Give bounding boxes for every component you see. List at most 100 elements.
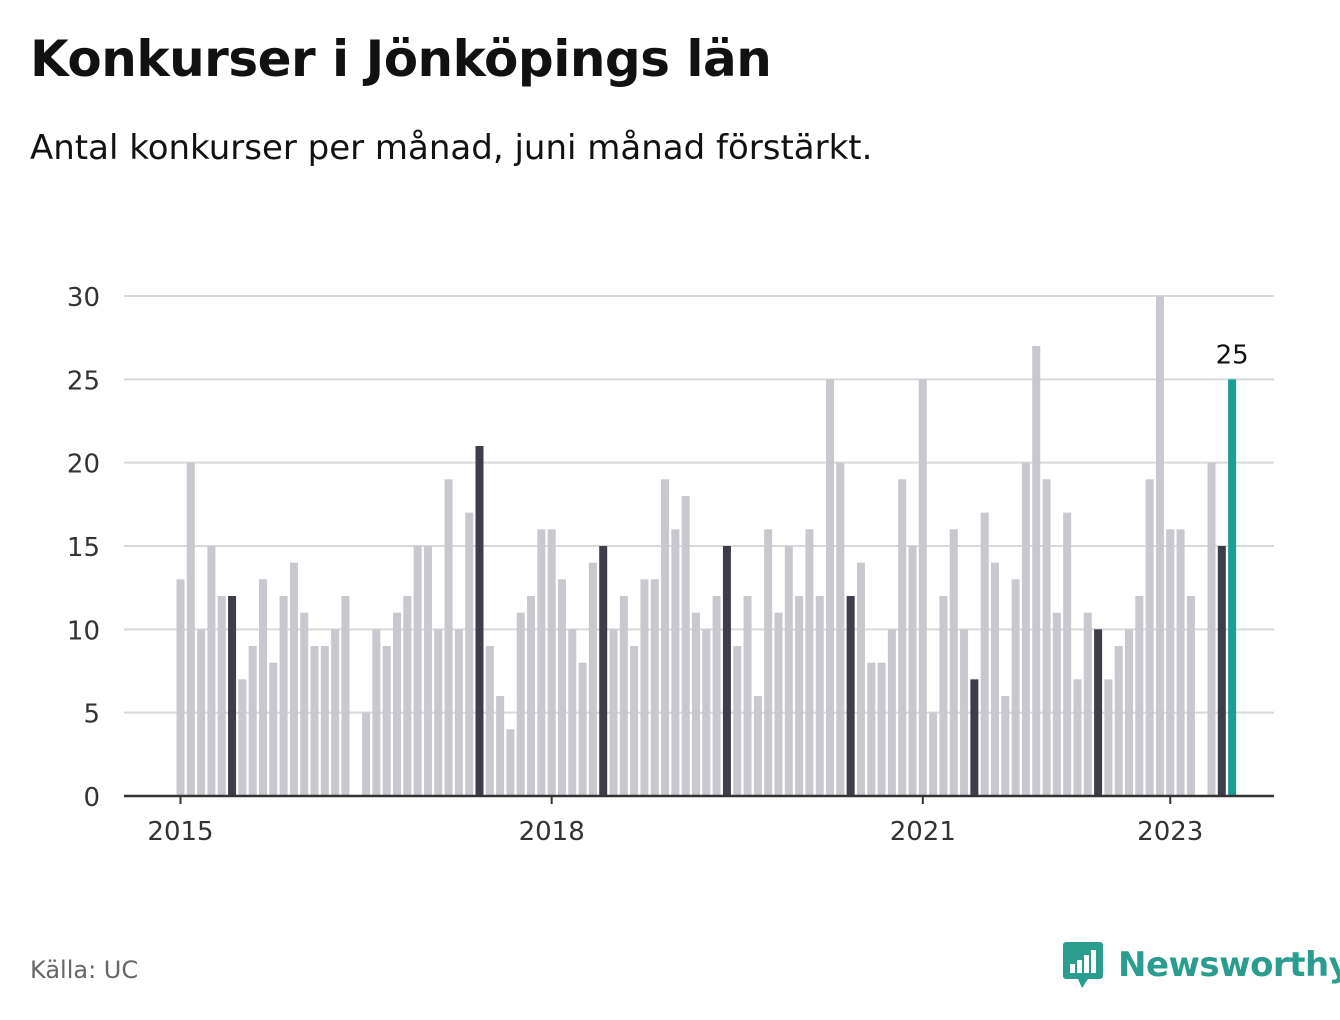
source-note: Källa: UC [30,956,139,984]
bar [362,712,371,796]
bar [630,646,639,796]
june-bar [475,446,484,796]
bar [1125,629,1134,796]
bar [341,596,350,796]
bar [753,696,762,796]
bar [692,612,700,796]
bar [1042,479,1051,796]
bar [1032,346,1041,796]
bar [393,612,402,796]
axes: 0 5 10 15 20 25 30 25 2015 2018 2021 2023 [67,283,1274,847]
bar [1207,462,1216,796]
bar [238,679,247,796]
bar [186,462,195,796]
bar [258,579,267,796]
bar [423,546,432,796]
bar [403,596,412,796]
bar [661,479,670,796]
bar [939,596,948,796]
latest-value-label: 25 [1216,340,1249,370]
latest-bar [1228,379,1237,796]
bar [908,546,917,796]
june-bar [846,596,855,796]
bar [454,629,463,796]
y-tick-label: 10 [67,616,100,646]
chart-subtitle: Antal konkurser per månad, juni månad fö… [30,128,873,168]
y-tick-label: 25 [67,366,100,396]
bar [681,496,690,796]
bar [949,529,958,796]
y-tick-label: 5 [83,700,100,730]
bar [1114,646,1123,796]
bar [207,546,216,796]
bar [1083,612,1092,796]
bar [609,629,618,796]
x-tick-label: 2021 [890,817,956,847]
bar [836,462,845,796]
bar [795,596,804,796]
bar [320,646,329,796]
chart-title: Konkurser i Jönköpings län [30,30,772,88]
bar [1155,296,1164,796]
bar [918,379,927,796]
newsworthy-logo-icon [1063,942,1103,988]
bar [444,479,453,796]
bar [980,512,989,796]
bar [826,379,835,796]
bar [547,529,556,796]
bar [557,579,566,796]
x-tick-label: 2015 [147,817,213,847]
bar [217,596,226,796]
bar [197,629,206,796]
bar [774,612,783,796]
bar [805,529,814,796]
bar [1145,479,1154,796]
bar [1166,529,1175,796]
y-tick-label: 20 [67,450,100,480]
bar-chart: 0 5 10 15 20 25 30 25 2015 2018 2021 2023 [67,283,1274,847]
bar [279,596,288,796]
bar [248,646,257,796]
bar [877,662,886,796]
bar [1073,679,1082,796]
bar [784,546,793,796]
bar [887,629,896,796]
bar [856,562,865,796]
bar [578,662,587,796]
bar [960,629,969,796]
june-bar [722,546,731,796]
bar [898,479,907,796]
bar [671,529,680,796]
bar [1176,529,1185,796]
bar [867,662,876,796]
bar [434,629,443,796]
bar [815,596,824,796]
bar [300,612,309,796]
y-tick-label: 0 [83,783,100,813]
bar [372,629,381,796]
bar [640,579,649,796]
bar [743,596,752,796]
bar [619,596,628,796]
bar [527,596,536,796]
bar [269,662,278,796]
bar [588,562,597,796]
june-bar [1217,546,1226,796]
bar [1052,612,1061,796]
x-tick-label: 2018 [519,817,585,847]
june-bar [970,679,979,796]
bar [465,512,474,796]
bar [712,596,721,796]
bar [289,562,298,796]
bar [516,612,525,796]
bar [990,562,999,796]
bar [1063,512,1072,796]
brand-name: Newsworthy [1118,945,1340,985]
bar [310,646,319,796]
bar [1135,596,1144,796]
june-bar [1094,629,1103,796]
bar [485,646,494,796]
june-bar [599,546,608,796]
bar [1021,462,1030,796]
bar [733,646,742,796]
